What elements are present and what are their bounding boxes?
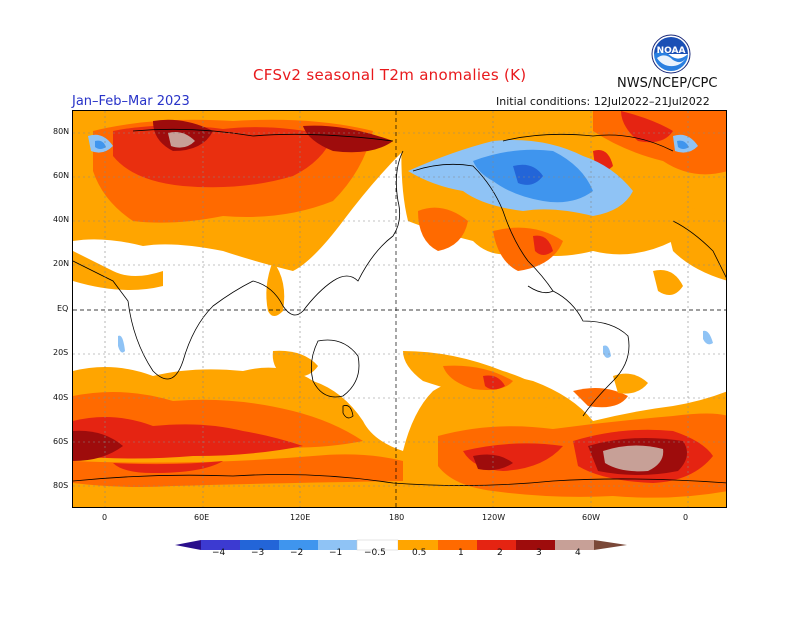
colorbar-n1-n05 [318,540,357,550]
colorbar-extreme [594,540,627,550]
colorbar-label-05: 0.5 [412,548,427,558]
lon-label-0-left: 0 [102,513,108,522]
colorbar-label-3: 3 [536,548,542,558]
colorbar-05-1 [398,540,438,550]
southern-warm-anomalies [73,350,726,507]
colorbar [175,536,627,555]
noaa-logo: NOAA [651,34,691,74]
colorbar-n3-n2 [240,540,279,550]
colorbar-gt4 [555,540,594,550]
colorbar-lt-4 [175,540,201,550]
lat-label-60s: 60S [53,437,69,446]
lon-label-60e: 60E [194,513,210,522]
season-label: Jan–Feb–Mar 2023 [72,94,190,109]
colorbar-label-n4: −4 [212,548,226,558]
colorbar-n4-n3 [201,540,240,550]
colorbar-label-n05: −0.5 [364,548,386,558]
gridlines [73,111,726,507]
lat-label-80s: 80S [53,481,69,490]
map-title: CFSv2 seasonal T2m anomalies (K) [253,66,527,84]
colorbar-label-2: 2 [497,548,503,558]
lon-label-180: 180 [389,513,405,522]
north-america-cold-anomalies [88,134,713,358]
noaa-logo-text: NOAA [657,46,686,56]
colorbar-1-2 [438,540,477,550]
agency-label: NWS/NCEP/CPC [617,76,718,91]
lat-label-60n: 60N [53,171,70,180]
coastlines [73,128,726,486]
lat-label-40s: 40S [53,393,69,402]
lon-label-0-right: 0 [683,513,689,522]
lon-label-120e: 120E [290,513,311,522]
colorbar-label-1: 1 [458,548,464,558]
initial-conditions-label: Initial conditions: 12Jul2022–21Jul2022 [496,95,710,108]
colorbar-label-n1: −1 [329,548,343,558]
colorbar-label-4: 4 [575,548,581,558]
anomaly-map [72,110,727,508]
map-canvas [73,111,726,507]
colorbar-label-n3: −3 [251,548,265,558]
colorbar-label-n2: −2 [290,548,304,558]
lat-label-20n: 20N [53,259,70,268]
lat-label-80n: 80N [53,127,70,136]
lon-label-120w: 120W [482,513,506,522]
lat-label-20s: 20S [53,348,69,357]
lat-label-eq: EQ [57,304,69,313]
colorbar-2-3 [477,540,516,550]
lat-label-40n: 40N [53,215,70,224]
colorbar-3-4 [516,540,555,550]
equator-dateline [73,111,726,507]
lon-label-60w: 60W [582,513,601,522]
colorbar-n2-n1 [279,540,318,550]
